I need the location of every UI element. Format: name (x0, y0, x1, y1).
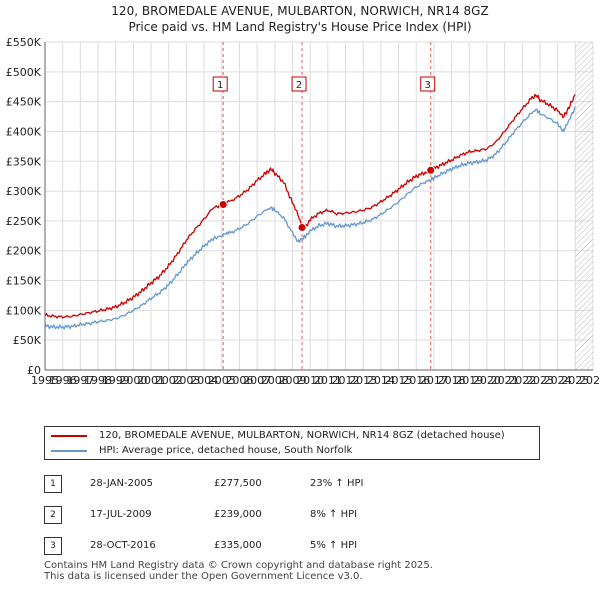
sale-marker-label: 3 (425, 80, 431, 91)
x-tick-label: 2023 (526, 374, 554, 387)
x-tick-label: 2018 (438, 374, 466, 387)
sale-marker-label: 1 (217, 80, 223, 91)
sale-price: £239,000 (214, 509, 262, 520)
sale-point (297, 222, 307, 232)
y-tick-label: £400K (6, 125, 42, 138)
y-tick-label: £500K (6, 66, 42, 79)
plot-area (45, 42, 593, 370)
sale-hpi-diff: 8% ↑ HPI (310, 509, 358, 520)
sale-hpi-diff: 23% ↑ HPI (310, 478, 364, 489)
x-tick-label: 2022 (508, 374, 536, 387)
sale-marker-box (212, 76, 228, 92)
x-tick-label: 2006 (225, 374, 253, 387)
y-tick-label: £300K (6, 185, 42, 198)
y-tick-label: £250K (6, 215, 42, 228)
y-tick-label: £100K (6, 304, 42, 317)
x-tick-label: 2009 (278, 374, 306, 387)
legend-item-hpi: HPI: Average price, detached house, Sout… (51, 445, 352, 456)
legend-item-property: 120, BROMEDALE AVENUE, MULBARTON, NORWIC… (51, 430, 505, 441)
sale-marker-label: 2 (296, 80, 302, 91)
x-tick-label: 1996 (49, 374, 77, 387)
x-tick-label: 2013 (349, 374, 377, 387)
x-tick-label: 1999 (102, 374, 130, 387)
y-tick-label: £150K (6, 275, 42, 288)
x-tick-label: 2011 (314, 374, 342, 387)
y-tick-label: £0 (27, 364, 41, 377)
y-tick-label: £450K (6, 96, 42, 109)
x-tick-label: 2005 (208, 374, 236, 387)
x-tick-label: 1995 (31, 374, 59, 387)
sale-date: 17-JUL-2009 (90, 509, 152, 520)
sale-point (218, 200, 228, 210)
footer-copyright: Contains HM Land Registry data © Crown c… (44, 560, 433, 571)
footer: Contains HM Land Registry data © Crown c… (44, 560, 433, 582)
x-tick-label: 2015 (385, 374, 413, 387)
x-tick-label: 2024 (544, 374, 572, 387)
sale-date: 28-OCT-2016 (90, 540, 156, 551)
x-tick-label: 2003 (172, 374, 200, 387)
y-tick-label: £550K (6, 36, 42, 49)
x-tick-label: 2002 (155, 374, 183, 387)
x-tick-label: 2014 (367, 374, 395, 387)
x-tick-label: 2001 (137, 374, 165, 387)
x-tick-label: 2017 (420, 374, 448, 387)
table-row: 3 28-OCT-2016 £335,000 5% ↑ HPI (44, 537, 374, 557)
sale-point (426, 165, 436, 175)
sale-number: 1 (44, 475, 62, 493)
hpi-line (44, 106, 576, 330)
legend-swatch-property (51, 434, 87, 437)
property-price-line (44, 93, 576, 319)
sale-price: £277,500 (214, 478, 262, 489)
chart-title: 120, BROMEDALE AVENUE, MULBARTON, NORWIC… (111, 4, 489, 18)
price-chart: 1 2 3 £0 £50K £100K £150K £200K £250K £300K £350K… (6, 36, 600, 387)
footer-licence: This data is licensed under the Open Gov… (44, 571, 363, 582)
x-tick-label: 2008 (261, 374, 289, 387)
x-tick-label: 2026 (579, 374, 600, 387)
table-row: 2 17-JUL-2009 £239,000 8% ↑ HPI (44, 506, 374, 526)
sale-price: £335,000 (214, 540, 262, 551)
x-tick-label: 2004 (190, 374, 218, 387)
legend: 120, BROMEDALE AVENUE, MULBARTON, NORWIC… (44, 426, 540, 460)
sale-hpi-diff: 5% ↑ HPI (310, 540, 358, 551)
forecast-hatch (575, 42, 593, 370)
x-tick-label: 2025 (561, 374, 589, 387)
sale-date: 28-JAN-2005 (90, 478, 154, 489)
y-tick-label: £50K (13, 334, 42, 347)
legend-label-hpi: HPI: Average price, detached house, Sout… (99, 445, 353, 456)
table-row: 1 28-JAN-2005 £277,500 23% ↑ HPI (44, 475, 374, 495)
legend-swatch-hpi (51, 449, 87, 452)
sale-number: 3 (44, 537, 62, 555)
x-tick-label: 2021 (491, 374, 519, 387)
sale-number: 2 (44, 506, 62, 524)
x-tick-label: 2010 (296, 374, 324, 387)
x-tick-label: 2007 (243, 374, 271, 387)
x-tick-label: 1998 (84, 374, 112, 387)
x-tick-label: 2019 (455, 374, 483, 387)
x-tick-label: 2020 (473, 374, 501, 387)
y-tick-label: £350K (6, 155, 42, 168)
x-tick-label: 2016 (402, 374, 430, 387)
y-tick-label: £200K (6, 245, 42, 258)
sale-marker-box (291, 76, 307, 92)
x-tick-label: 2000 (119, 374, 147, 387)
x-tick-label: 1997 (66, 374, 94, 387)
legend-label-property: 120, BROMEDALE AVENUE, MULBARTON, NORWIC… (99, 430, 505, 441)
chart-subtitle: Price paid vs. HM Land Registry's House … (128, 20, 472, 34)
x-tick-label: 2012 (332, 374, 360, 387)
sale-marker-box (420, 76, 436, 92)
